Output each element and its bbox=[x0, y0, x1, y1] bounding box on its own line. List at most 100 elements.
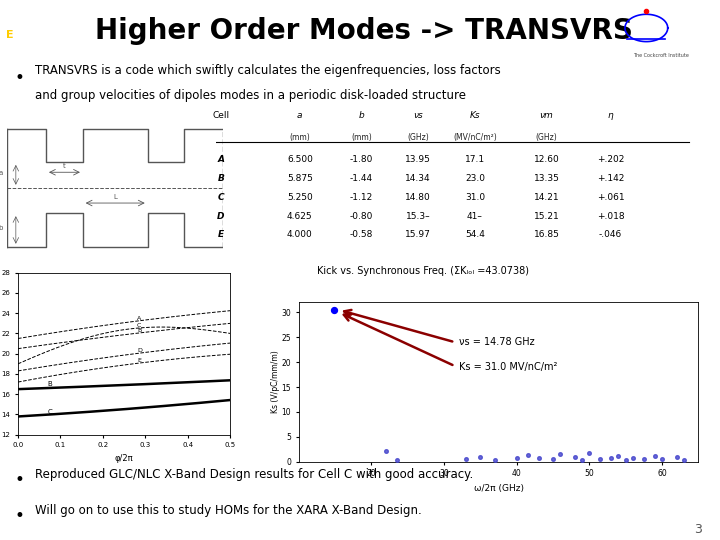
Text: C: C bbox=[48, 409, 53, 415]
Text: -.046: -.046 bbox=[599, 231, 622, 239]
Point bbox=[511, 454, 523, 463]
Text: 23.0: 23.0 bbox=[465, 174, 485, 183]
Text: -1.44: -1.44 bbox=[350, 174, 373, 183]
Text: B: B bbox=[137, 328, 141, 333]
Text: TRANSVRS is a code which swiftly calculates the eigenfrequencies, loss factors: TRANSVRS is a code which swiftly calcula… bbox=[35, 64, 501, 77]
Point bbox=[547, 455, 559, 463]
Text: 41–: 41– bbox=[467, 212, 483, 220]
Text: S: S bbox=[22, 30, 30, 40]
Text: +.061: +.061 bbox=[597, 193, 624, 201]
Text: νs: νs bbox=[413, 111, 423, 120]
Text: B: B bbox=[48, 381, 53, 387]
Point bbox=[577, 455, 588, 464]
Text: The Cockcroft Institute: The Cockcroft Institute bbox=[633, 53, 688, 58]
Point bbox=[627, 454, 639, 462]
Point bbox=[391, 456, 402, 464]
Point bbox=[613, 452, 624, 461]
Text: C: C bbox=[217, 193, 224, 201]
Point bbox=[620, 455, 631, 464]
Text: -0.58: -0.58 bbox=[350, 231, 373, 239]
Text: -1.12: -1.12 bbox=[350, 193, 373, 201]
Point bbox=[522, 451, 534, 460]
Text: L: L bbox=[113, 194, 117, 200]
Text: η: η bbox=[608, 111, 613, 120]
Text: E: E bbox=[218, 231, 224, 239]
Point bbox=[584, 448, 595, 457]
Text: (GHz): (GHz) bbox=[408, 133, 429, 142]
Point bbox=[671, 453, 683, 462]
Text: 14.21: 14.21 bbox=[534, 193, 559, 201]
Text: 4.625: 4.625 bbox=[287, 212, 312, 220]
Text: +.202: +.202 bbox=[597, 154, 624, 164]
Text: +.018: +.018 bbox=[597, 212, 624, 220]
Point bbox=[595, 455, 606, 463]
Text: C: C bbox=[137, 323, 141, 328]
Text: and group velocities of dipoles modes in a periodic disk-loaded structure: and group velocities of dipoles modes in… bbox=[35, 89, 467, 102]
Text: 1824: 1824 bbox=[6, 45, 29, 53]
X-axis label: φ/2π: φ/2π bbox=[115, 454, 133, 463]
Point bbox=[328, 306, 339, 314]
Text: 15.3–: 15.3– bbox=[406, 212, 431, 220]
Text: (GHz): (GHz) bbox=[536, 133, 557, 142]
Point bbox=[460, 454, 472, 463]
Text: 13.95: 13.95 bbox=[405, 154, 431, 164]
Text: A: A bbox=[217, 154, 225, 164]
Text: a: a bbox=[297, 111, 302, 120]
Text: E: E bbox=[137, 358, 141, 363]
Text: 5.250: 5.250 bbox=[287, 193, 312, 201]
Text: -1.80: -1.80 bbox=[350, 154, 373, 164]
Text: A: A bbox=[137, 316, 141, 321]
Text: νm: νm bbox=[539, 111, 553, 120]
Text: 4.000: 4.000 bbox=[287, 231, 312, 239]
Text: 13.35: 13.35 bbox=[534, 174, 559, 183]
Text: Cell: Cell bbox=[212, 111, 230, 120]
Text: b: b bbox=[359, 111, 364, 120]
Text: Higher Order Modes -> TRANSVRS: Higher Order Modes -> TRANSVRS bbox=[94, 17, 633, 45]
Text: •: • bbox=[14, 471, 24, 489]
Text: (MV/nC/m²): (MV/nC/m²) bbox=[453, 133, 497, 142]
Text: •: • bbox=[14, 69, 24, 87]
Text: +.142: +.142 bbox=[597, 174, 624, 183]
Text: D: D bbox=[137, 348, 142, 353]
Point bbox=[657, 455, 668, 463]
X-axis label: ω/2π (GHz): ω/2π (GHz) bbox=[474, 484, 523, 493]
Y-axis label: Ks (V/pC/mm/m): Ks (V/pC/mm/m) bbox=[271, 350, 280, 414]
Point bbox=[554, 449, 566, 458]
Text: -0.80: -0.80 bbox=[350, 212, 373, 220]
Point bbox=[474, 453, 486, 462]
Point bbox=[380, 447, 392, 455]
Text: The University of Manchester: The University of Manchester bbox=[6, 56, 78, 61]
Text: 31.0: 31.0 bbox=[465, 193, 485, 201]
Point bbox=[489, 455, 500, 464]
Text: Ks: Ks bbox=[469, 111, 480, 120]
Text: B: B bbox=[217, 174, 225, 183]
Text: 15.21: 15.21 bbox=[534, 212, 559, 220]
Text: (mm): (mm) bbox=[289, 133, 310, 142]
Text: TER: TER bbox=[37, 30, 60, 40]
Text: MANCH: MANCH bbox=[6, 12, 53, 23]
Text: •: • bbox=[14, 507, 24, 525]
Text: Kick vs. Synchronous Freq. (ΣKₗₒₗ =43.0738): Kick vs. Synchronous Freq. (ΣKₗₒₗ =43.07… bbox=[317, 266, 529, 276]
Text: b: b bbox=[0, 225, 3, 231]
Text: 12.60: 12.60 bbox=[534, 154, 559, 164]
Text: t: t bbox=[63, 164, 66, 170]
Text: 15.97: 15.97 bbox=[405, 231, 431, 239]
Point bbox=[533, 454, 544, 462]
Text: 5.875: 5.875 bbox=[287, 174, 312, 183]
Text: 6.500: 6.500 bbox=[287, 154, 312, 164]
Text: 16.85: 16.85 bbox=[534, 231, 559, 239]
Text: D: D bbox=[217, 212, 225, 220]
Point bbox=[569, 453, 580, 461]
Text: νs = 14.78 GHz: νs = 14.78 GHz bbox=[459, 337, 534, 347]
Text: Ks = 31.0 MV/nC/m²: Ks = 31.0 MV/nC/m² bbox=[459, 362, 557, 372]
Text: Will go on to use this to study HOMs for the XARA X-Band Design.: Will go on to use this to study HOMs for… bbox=[35, 504, 422, 517]
Text: 14.34: 14.34 bbox=[405, 174, 431, 183]
Text: a: a bbox=[0, 170, 3, 176]
Text: 54.4: 54.4 bbox=[465, 231, 485, 239]
Text: 17.1: 17.1 bbox=[465, 154, 485, 164]
Point bbox=[649, 451, 660, 460]
Text: (mm): (mm) bbox=[351, 133, 372, 142]
Text: 14.80: 14.80 bbox=[405, 193, 431, 201]
Point bbox=[638, 454, 649, 463]
Point bbox=[606, 454, 617, 463]
